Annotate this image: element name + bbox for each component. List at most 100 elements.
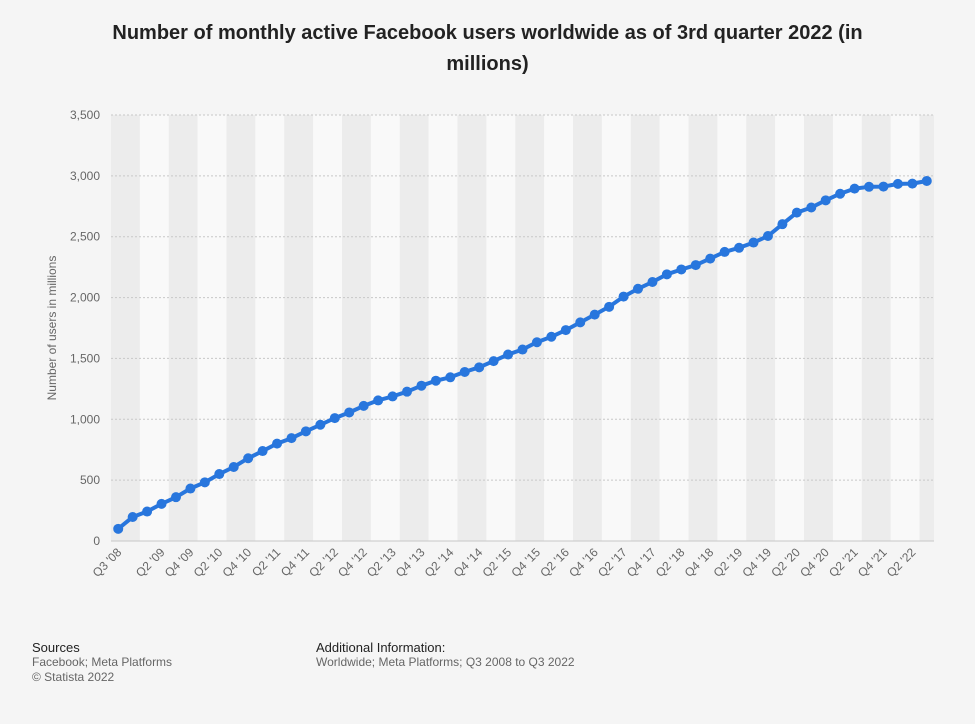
data-points (113, 175, 932, 534)
data-point (358, 400, 369, 411)
x-tick-label: Q4 '13 (393, 545, 428, 580)
data-point (170, 492, 181, 503)
data-point (344, 407, 355, 418)
plot-band (457, 115, 487, 541)
plot-band (861, 115, 891, 541)
x-tick-label: Q2 '18 (653, 545, 688, 580)
plot-bands (111, 115, 934, 541)
x-tick-label: Q2 '17 (595, 545, 630, 580)
data-point (272, 438, 283, 449)
data-point (705, 253, 716, 264)
y-tick-label: 1,500 (70, 351, 100, 365)
plot-band (168, 115, 198, 541)
x-tick-label: Q2 '11 (249, 545, 283, 579)
data-point (604, 301, 615, 312)
y-axis-ticks: 0 500 1,000 1,500 2,000 2,500 3,000 3,500 (70, 108, 100, 548)
x-tick-label: Q4 '15 (508, 545, 543, 580)
plot-band (399, 115, 429, 541)
data-point (647, 276, 658, 287)
sources-block: Sources Facebook; Meta Platforms © Stati… (32, 640, 172, 685)
data-point (416, 380, 427, 391)
plot-band (284, 115, 314, 541)
data-point (907, 178, 918, 189)
data-point (286, 433, 297, 444)
x-tick-label: Q2 '14 (422, 545, 457, 580)
data-point (373, 395, 384, 406)
plot-band (313, 115, 343, 541)
x-tick-label: Q2 '09 (133, 545, 168, 580)
data-point (661, 269, 672, 280)
data-point (459, 366, 470, 377)
plot-band (601, 115, 631, 541)
x-tick-label: Q2 '12 (306, 545, 341, 580)
x-tick-label: Q2 '16 (537, 545, 572, 580)
data-point (633, 283, 644, 294)
x-tick-label: Q2 '21 (826, 545, 861, 580)
data-point (113, 523, 124, 534)
x-tick-label: Q2 '15 (480, 545, 515, 580)
y-tick-label: 3,500 (70, 108, 100, 122)
plot-band (890, 115, 920, 541)
data-point (214, 469, 225, 480)
additional-info-block: Additional Information: Worldwide; Meta … (316, 640, 575, 670)
plot-band (255, 115, 285, 541)
x-tick-label: Q4 '18 (682, 545, 717, 580)
data-point (243, 453, 254, 464)
data-point (762, 230, 773, 241)
data-point (921, 175, 932, 186)
y-tick-label: 500 (80, 473, 100, 487)
copyright-text: © Statista 2022 (32, 670, 115, 684)
plot-band (486, 115, 516, 541)
data-point (127, 512, 138, 523)
data-point (257, 446, 268, 457)
plot-band (804, 115, 833, 541)
x-tick-label: Q2 '22 (884, 545, 919, 580)
plot-band (688, 115, 718, 541)
data-point (445, 372, 456, 383)
sources-text: Facebook; Meta Platforms (32, 655, 173, 669)
data-point (589, 309, 600, 320)
plot-band (775, 115, 805, 541)
data-point (430, 375, 441, 386)
data-point (142, 506, 153, 517)
plot-band (515, 115, 545, 541)
x-tick-label: Q2 '19 (711, 545, 746, 580)
plot-band (342, 115, 371, 541)
y-tick-label: 0 (93, 534, 100, 548)
data-point (228, 461, 239, 472)
plot-band (659, 115, 689, 541)
plot-band (428, 115, 458, 541)
y-tick-label: 2,500 (70, 230, 100, 244)
x-tick-label: Q4 '12 (335, 545, 370, 580)
plot-band (226, 115, 256, 541)
data-point (864, 181, 875, 192)
y-tick-label: 2,000 (70, 291, 100, 305)
data-point (575, 317, 586, 328)
additional-info-heading: Additional Information: (316, 640, 446, 655)
data-point (474, 362, 485, 373)
data-point (199, 477, 210, 488)
data-point (488, 356, 499, 367)
data-point (892, 178, 903, 189)
x-tick-label: Q4 '09 (162, 545, 197, 580)
data-point (401, 386, 412, 397)
data-point (329, 413, 340, 424)
data-point (618, 291, 629, 302)
x-tick-label: Q2 '20 (768, 545, 803, 580)
data-point (849, 183, 860, 194)
plot-band (746, 115, 776, 541)
data-point (531, 337, 542, 348)
data-point (387, 391, 398, 402)
data-point (185, 483, 196, 494)
x-tick-label: Q4 '20 (797, 545, 832, 580)
data-point (156, 498, 167, 509)
x-tick-label: Q4 '16 (566, 545, 601, 580)
x-tick-label: Q4 '14 (451, 545, 486, 580)
x-tick-label: Q4 '19 (739, 545, 774, 580)
chart-title: Number of monthly active Facebook users … (112, 22, 863, 75)
data-point (503, 349, 514, 360)
y-axis-label: Number of users in millions (45, 256, 59, 401)
plot-band (370, 115, 400, 541)
plot-band (717, 115, 747, 541)
data-point (315, 419, 326, 430)
